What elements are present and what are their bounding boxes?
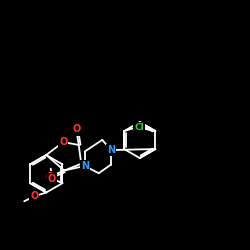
- Text: N: N: [107, 145, 115, 155]
- Text: O: O: [72, 124, 80, 134]
- Text: O: O: [46, 172, 54, 182]
- Text: O: O: [30, 191, 38, 201]
- Text: N: N: [81, 161, 89, 171]
- Text: O: O: [59, 137, 68, 147]
- Text: O: O: [48, 174, 56, 184]
- Text: Cl: Cl: [134, 123, 144, 132]
